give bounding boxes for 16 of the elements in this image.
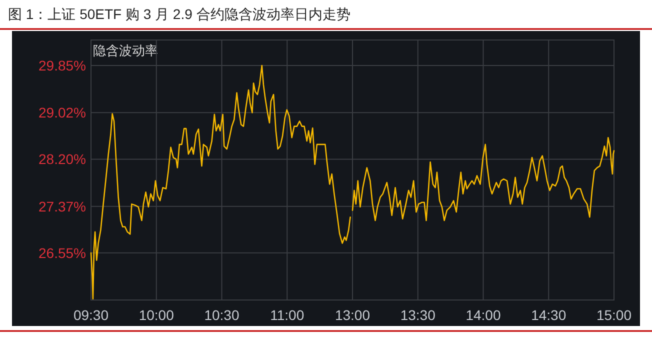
x-tick: 14:00 bbox=[466, 307, 501, 323]
y-tick: 29.02% bbox=[38, 104, 86, 121]
x-tick: 15:00 bbox=[596, 307, 632, 323]
subtitle: 隐含波动率 bbox=[93, 43, 158, 58]
x-tick: 11:00 bbox=[270, 307, 304, 323]
y-tick: 26.55% bbox=[38, 244, 86, 261]
y-tick: 29.85% bbox=[38, 58, 86, 74]
x-tick: 14:30 bbox=[531, 307, 566, 323]
x-tick: 10:00 bbox=[138, 307, 174, 323]
y-tick: 28.20% bbox=[38, 151, 86, 168]
x-tick: 10:30 bbox=[204, 307, 240, 323]
title: 图 1：上证 50ETF 购 3 月 2.9 合约隐含波动率日内走势 bbox=[8, 6, 350, 22]
x-tick: 13:00 bbox=[334, 307, 370, 323]
x-tick: 09:30 bbox=[73, 307, 109, 323]
y-tick: 27.37% bbox=[38, 198, 86, 214]
x-tick: 13:30 bbox=[400, 307, 436, 323]
